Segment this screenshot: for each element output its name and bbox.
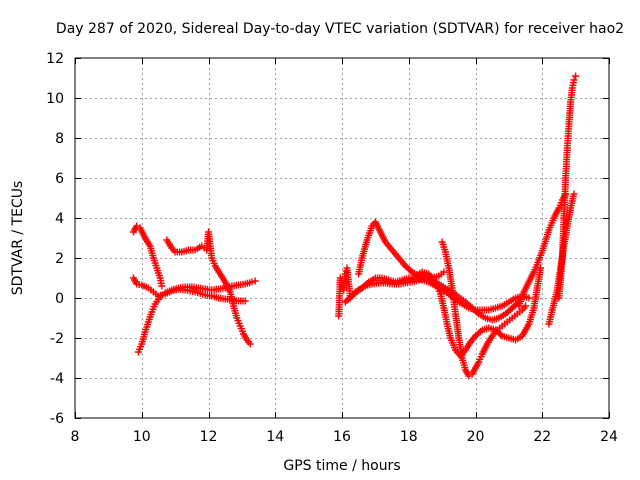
y-tick-label: -2 xyxy=(50,331,64,347)
data-point xyxy=(525,294,533,302)
x-tick-label: 20 xyxy=(467,429,485,445)
y-tick-label: 10 xyxy=(46,91,64,107)
x-tick-label: 10 xyxy=(133,429,151,445)
y-tick-label: 8 xyxy=(55,131,64,147)
data-point xyxy=(158,282,166,290)
chart-title: Day 287 of 2020, Sidereal Day-to-day VTE… xyxy=(56,21,624,37)
data-point xyxy=(241,297,249,305)
data-point xyxy=(251,277,259,285)
y-tick-label: 4 xyxy=(55,211,64,227)
x-tick-label: 14 xyxy=(266,429,284,445)
y-tick-labels: -6 -4 -2 0 2 4 6 8 10 12 xyxy=(46,51,64,427)
data-point xyxy=(570,190,578,198)
y-tick-label: -4 xyxy=(50,371,64,387)
y-tick-label: 0 xyxy=(55,291,64,307)
x-tick-label: 12 xyxy=(200,429,218,445)
x-tick-label: 8 xyxy=(71,429,80,445)
x-axis-title: GPS time / hours xyxy=(283,458,400,474)
data-point xyxy=(473,309,481,316)
y-axis-title: SDTVAR / TECUs xyxy=(10,181,26,296)
data-point xyxy=(248,278,256,286)
data-point xyxy=(572,72,580,80)
x-tick-label: 16 xyxy=(333,429,351,445)
x-tick-label: 22 xyxy=(533,429,551,445)
data-points xyxy=(129,72,580,380)
data-point xyxy=(570,76,578,84)
x-tick-label: 18 xyxy=(400,429,418,445)
data-point xyxy=(522,302,530,310)
data-point xyxy=(246,340,254,348)
data-point xyxy=(537,264,545,272)
y-tick-label: 2 xyxy=(55,251,64,267)
y-tick-label: -6 xyxy=(50,411,64,427)
x-tick-label: 24 xyxy=(600,429,618,445)
axis-ticks xyxy=(75,58,610,419)
y-tick-label: 6 xyxy=(55,171,64,187)
x-tick-labels: 8 10 12 14 16 18 20 22 24 xyxy=(71,429,618,445)
y-tick-label: 12 xyxy=(46,51,64,67)
grid-lines xyxy=(75,58,609,418)
